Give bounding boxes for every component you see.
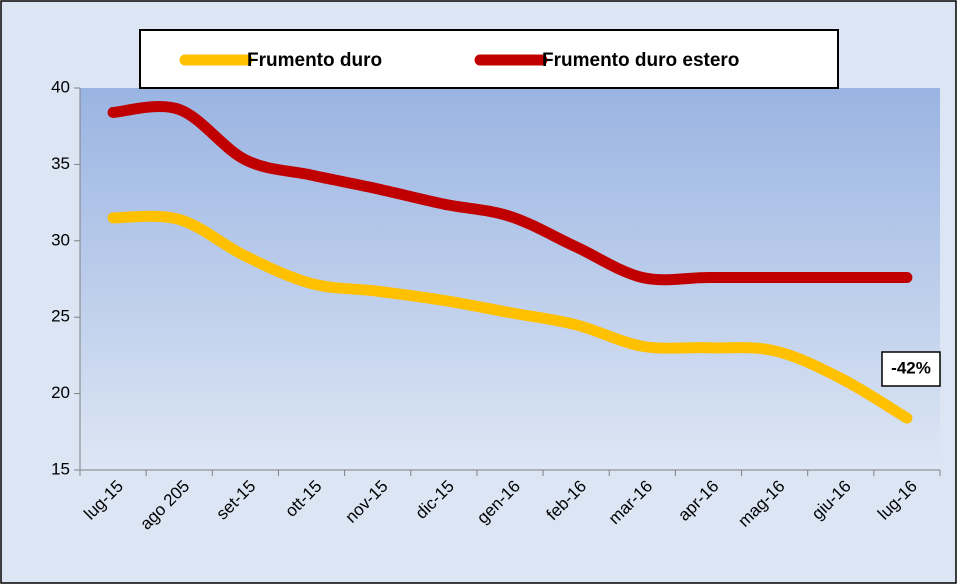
- y-tick-label: 15: [51, 459, 70, 478]
- y-tick-label: 20: [51, 383, 70, 402]
- y-tick-label: 40: [51, 77, 70, 96]
- series-line: [107, 101, 913, 286]
- y-tick-label: 35: [51, 154, 70, 173]
- legend-label: Frumento duro: [247, 50, 382, 71]
- legend-label: Frumento duro estero: [542, 50, 739, 71]
- y-tick-label: 30: [51, 230, 70, 249]
- series-line: [107, 210, 913, 424]
- y-tick-label: 25: [51, 307, 70, 326]
- annotation: -42%: [891, 358, 931, 377]
- annotation-box: [881, 351, 941, 387]
